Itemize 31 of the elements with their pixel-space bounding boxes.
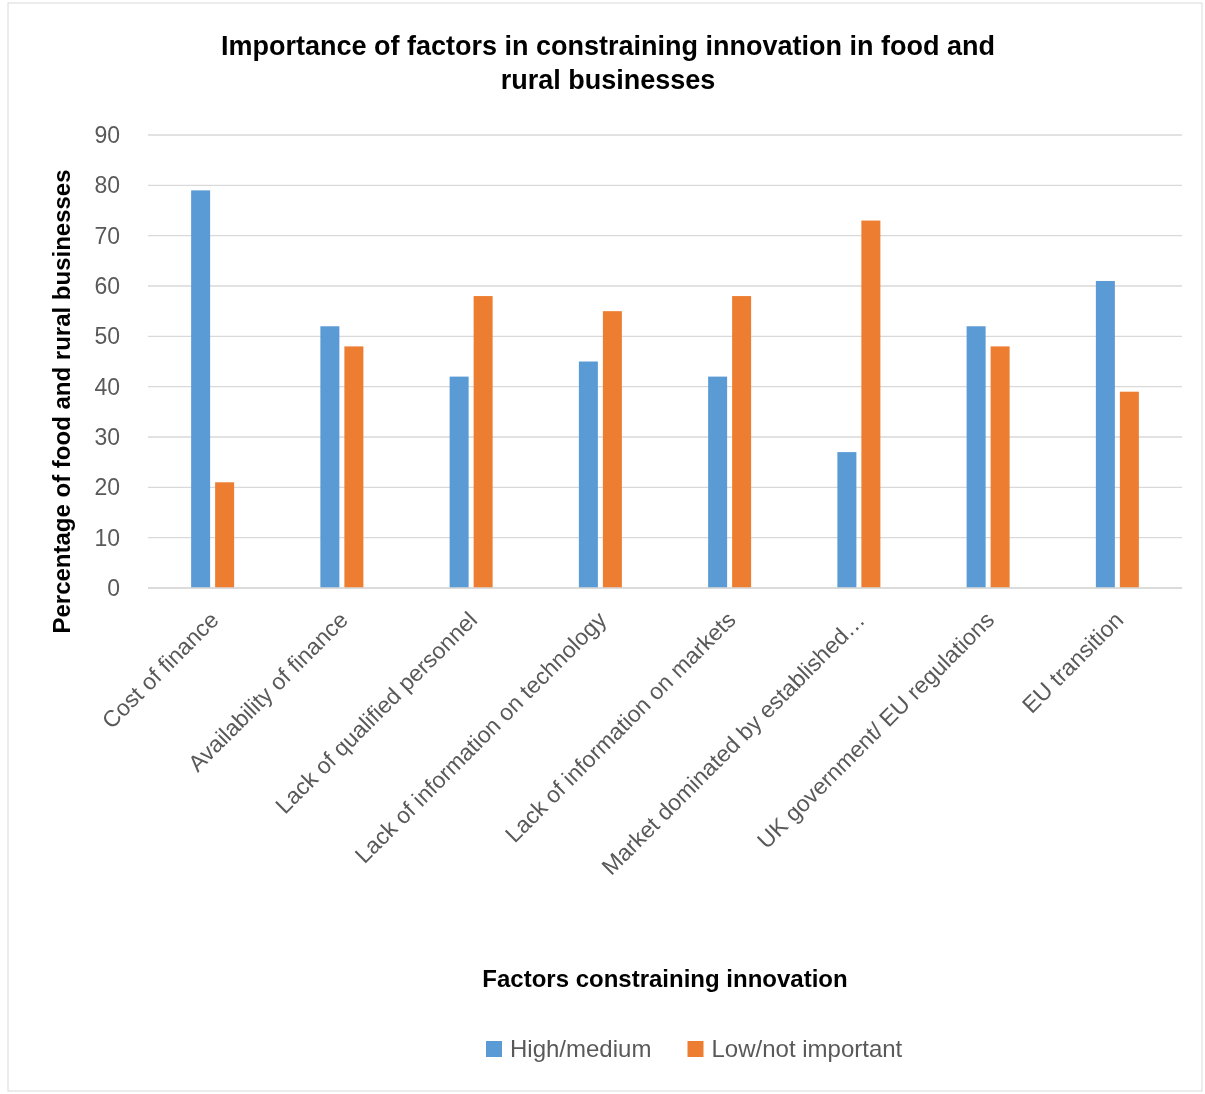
bar (191, 190, 211, 588)
chart-title: Importance of factors in constraining innovation in food and rural businesses (220, 31, 996, 95)
y-axis-title: Percentage of food and rural businesses (48, 169, 75, 634)
bar (344, 346, 364, 588)
x-axis-title: Factors constraining innovation (482, 965, 848, 992)
bar (732, 296, 752, 588)
y-tick-label: 0 (107, 575, 120, 601)
y-tick-label: 50 (94, 323, 120, 350)
y-tick-label: 30 (94, 424, 120, 450)
legend-label: High/medium (510, 1035, 652, 1062)
bar (578, 361, 598, 588)
bar (1095, 280, 1115, 588)
y-tick-label: 60 (94, 273, 120, 299)
bar (320, 326, 340, 588)
bar (966, 326, 986, 588)
bar (1119, 391, 1139, 588)
y-tick-label: 40 (94, 373, 120, 400)
y-tick-label: 70 (94, 222, 120, 249)
y-tick-label: 90 (94, 122, 120, 148)
y-tick-label: 20 (94, 474, 120, 501)
legend-label: Low/not important (711, 1035, 903, 1062)
bar (602, 311, 622, 588)
y-tick-label: 10 (94, 524, 120, 551)
bar (473, 296, 493, 588)
bar (708, 376, 728, 588)
bar (449, 376, 469, 588)
bar (215, 482, 235, 588)
bar (990, 346, 1010, 588)
bar (861, 220, 881, 588)
bar (837, 452, 857, 588)
y-tick-label: 80 (94, 172, 120, 199)
